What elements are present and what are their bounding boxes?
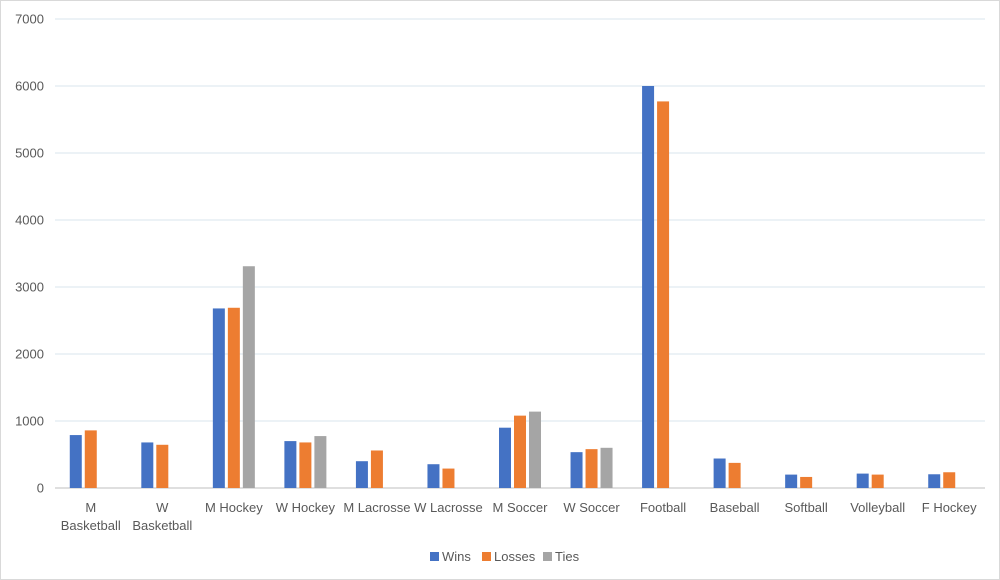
bar-wins	[141, 442, 154, 488]
x-category-label: M Hockey	[205, 500, 263, 515]
bars	[69, 86, 956, 488]
x-axis-categories: M Basketball W Basketball M Hockey W Hockey M …	[61, 500, 977, 533]
bar-wins	[642, 86, 655, 488]
x-category-label: M Soccer	[493, 500, 549, 515]
legend-swatch-losses	[482, 552, 491, 561]
y-tick-label: 6000	[15, 79, 44, 94]
bar-losses	[728, 462, 741, 488]
y-axis-ticks: 0 1000 2000 3000 4000 5000 6000 7000	[15, 12, 44, 496]
x-category-label: Softball	[784, 500, 827, 515]
bar-ties	[529, 411, 541, 488]
x-category-label: W Lacrosse	[414, 500, 483, 515]
legend-swatch-ties	[543, 552, 552, 561]
x-category-label: W Hockey	[276, 500, 336, 515]
bar-losses	[943, 472, 956, 488]
x-category-label: Football	[640, 500, 686, 515]
bar-wins	[856, 473, 869, 488]
legend-label-ties: Ties	[555, 549, 580, 564]
bar-wins	[928, 474, 941, 488]
bar-wins	[284, 441, 297, 488]
x-category-label: W	[156, 500, 169, 515]
bar-wins	[69, 435, 82, 488]
bar-ties	[242, 266, 255, 488]
y-tick-label: 4000	[15, 213, 44, 228]
bar-wins	[499, 427, 511, 488]
gridlines	[55, 18, 985, 489]
legend: Wins Losses Ties	[430, 549, 580, 564]
bar-wins	[355, 461, 368, 488]
bar-losses	[657, 101, 670, 488]
bar-losses	[227, 307, 240, 488]
x-category-label: M	[85, 500, 96, 515]
bar-losses	[514, 415, 526, 488]
x-category-label: W Soccer	[563, 500, 620, 515]
bar-losses	[370, 450, 383, 488]
y-tick-label: 7000	[15, 12, 44, 27]
x-category-label: F Hockey	[922, 500, 977, 515]
bar-wins	[427, 464, 440, 488]
legend-swatch-wins	[430, 552, 439, 561]
x-category-label: Baseball	[710, 500, 760, 515]
bar-wins	[785, 474, 798, 488]
bar-losses	[299, 442, 312, 488]
y-tick-label: 0	[37, 481, 44, 496]
legend-label-losses: Losses	[494, 549, 536, 564]
x-category-label: Basketball	[61, 518, 121, 533]
x-category-label: Basketball	[132, 518, 192, 533]
bar-losses	[84, 430, 97, 488]
y-tick-label: 5000	[15, 146, 44, 161]
bar-losses	[585, 449, 598, 488]
bar-ties	[314, 436, 327, 488]
bar-losses	[871, 474, 884, 488]
y-tick-label: 1000	[15, 414, 44, 429]
y-tick-label: 3000	[15, 280, 44, 295]
bar-losses	[442, 468, 455, 488]
bar-losses	[800, 476, 813, 488]
bar-wins	[713, 458, 726, 488]
legend-label-wins: Wins	[442, 549, 471, 564]
bar-losses	[156, 444, 169, 488]
bar-wins	[570, 452, 583, 488]
y-tick-label: 2000	[15, 347, 44, 362]
bar-ties	[600, 447, 613, 488]
x-category-label: Volleyball	[850, 500, 905, 515]
x-category-label: M Lacrosse	[343, 500, 410, 515]
bar-wins	[212, 308, 225, 488]
